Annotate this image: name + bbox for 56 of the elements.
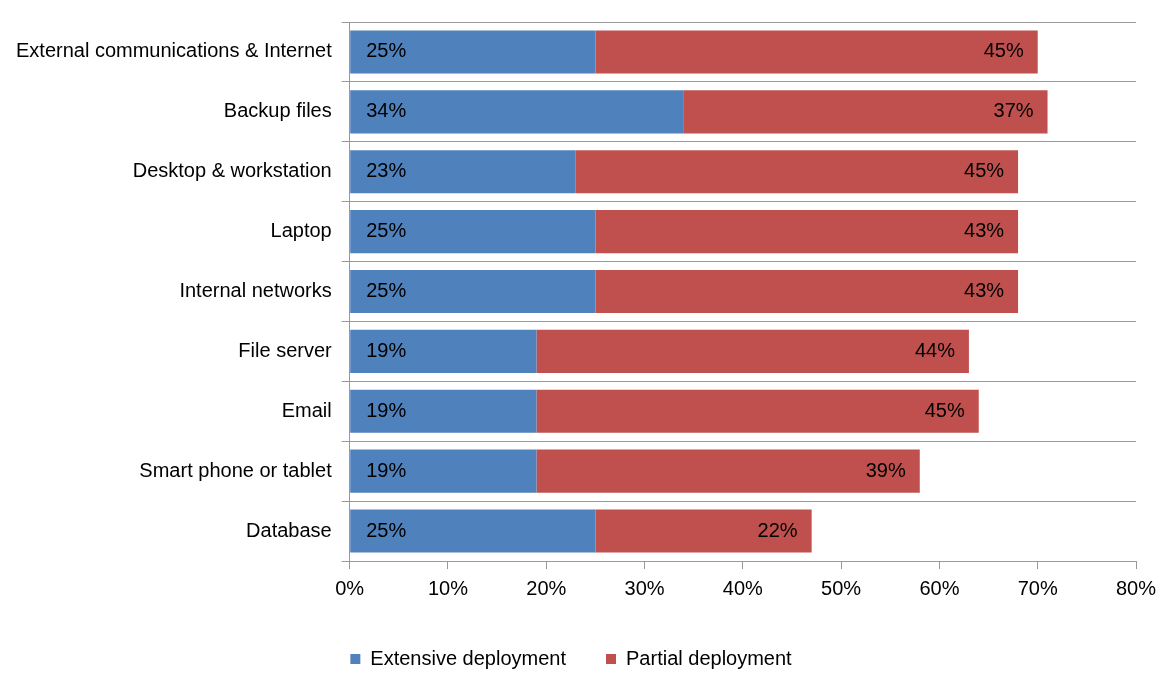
bar <box>350 449 537 493</box>
bar <box>350 90 684 134</box>
x-tick-label: 20% <box>526 576 567 599</box>
bar <box>350 509 596 553</box>
bar <box>350 210 596 254</box>
data-label: 19% <box>366 458 407 481</box>
y-tick-label: Email <box>281 398 332 421</box>
bar <box>350 389 537 433</box>
data-label: 25% <box>366 518 407 541</box>
y-tick-label: Internal networks <box>179 279 332 302</box>
x-tick-label: 60% <box>919 576 960 599</box>
y-tick-label: Desktop & workstation <box>132 159 332 182</box>
bar <box>595 210 1019 254</box>
data-label: 43% <box>964 279 1005 302</box>
y-tick-label: Laptop <box>270 219 332 242</box>
bar <box>350 30 596 74</box>
x-tick-label: 70% <box>1017 576 1058 599</box>
data-label: 43% <box>964 219 1005 242</box>
bar <box>575 150 1019 194</box>
data-label: 19% <box>366 338 407 361</box>
y-tick-label: File server <box>238 338 333 361</box>
data-label: 44% <box>914 338 956 361</box>
bar <box>350 329 537 373</box>
x-tick-label: 30% <box>624 576 665 599</box>
bar <box>536 449 920 493</box>
legend-label: Extensive deployment <box>370 646 567 669</box>
bar <box>536 389 979 433</box>
data-label: 23% <box>366 159 407 182</box>
data-label: 25% <box>366 219 407 242</box>
x-tick-label: 50% <box>821 576 862 599</box>
bar <box>595 30 1038 74</box>
data-label: 34% <box>366 99 407 122</box>
data-label: 22% <box>757 518 798 541</box>
data-label: 37% <box>993 99 1034 122</box>
x-tick-label: 40% <box>722 576 764 599</box>
y-tick-label: Database <box>246 518 332 541</box>
bar <box>350 150 576 194</box>
x-tick-label: 0% <box>335 576 365 599</box>
data-label: 25% <box>366 279 407 302</box>
data-label: 45% <box>964 159 1005 182</box>
y-tick-label: Smart phone or tablet <box>139 458 333 481</box>
bar <box>536 329 969 373</box>
x-tick-label: 80% <box>1115 576 1157 599</box>
x-tick-label: 10% <box>427 576 469 599</box>
bar <box>595 269 1019 314</box>
data-label: 45% <box>983 39 1024 62</box>
data-label: 25% <box>366 39 407 62</box>
bar <box>595 509 812 553</box>
bar <box>683 90 1048 134</box>
data-label: 45% <box>924 398 965 421</box>
y-tick-label: Backup files <box>223 99 332 122</box>
legend-label: Partial deployment <box>626 646 793 669</box>
data-label: 39% <box>865 458 906 481</box>
bar <box>350 269 596 314</box>
y-tick-label: External communications & Internet <box>16 39 333 62</box>
data-label: 19% <box>366 398 407 421</box>
